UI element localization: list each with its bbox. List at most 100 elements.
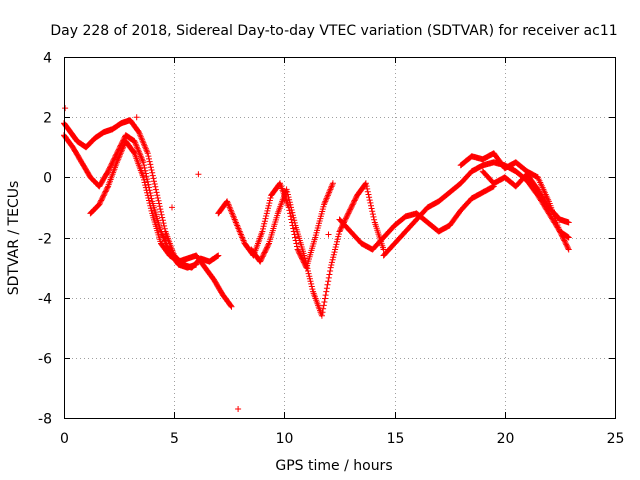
data-point [302,257,309,264]
y-tick-label: -4 [38,292,52,308]
data-point [334,236,341,243]
data-point [262,247,269,253]
data-point [227,302,234,309]
data-point [259,253,266,260]
data-point [306,273,313,280]
data-point [366,194,373,201]
data-point [344,213,351,219]
data-point [147,202,154,209]
data-point [346,207,353,214]
data-point [215,252,222,259]
data-point [158,208,164,215]
data-point [147,161,154,168]
data-point [369,208,376,215]
data-point [151,181,158,187]
data-point [560,234,566,241]
data-point [258,256,265,262]
data-point [322,292,329,299]
grid-lines [64,57,615,418]
data-point [263,213,270,219]
data-point [265,202,272,209]
data-point [323,288,330,295]
data-point [260,252,267,259]
data-point [349,202,356,209]
data-point [318,312,325,319]
data-point [100,193,106,200]
data-point [259,228,266,235]
data-point [288,204,294,211]
x-tick-label: 5 [170,431,179,447]
data-point [147,205,154,212]
data-point [291,217,298,224]
data-point [102,188,109,195]
data-point [62,105,69,112]
data-point [265,241,272,248]
data-point [264,243,271,250]
data-point [561,237,568,244]
data-point [557,229,564,236]
data-point [148,167,155,173]
data-point [286,196,293,203]
data-point [101,191,108,198]
data-point [149,169,156,176]
data-point [350,200,357,207]
data-point [347,205,354,212]
data-point [149,172,156,179]
data-point [559,233,566,240]
data-point [308,280,315,287]
data-point [371,216,378,223]
data-point [326,271,333,278]
chart-title: Day 228 of 2018, Sidereal Day-to-day VTE… [50,23,617,39]
data-point [147,164,154,171]
data-point [333,241,340,248]
data-point [348,204,355,210]
data-point [284,191,291,198]
data-point [260,223,267,230]
data-point [327,268,334,274]
data-point [150,175,157,182]
data-point [368,202,374,209]
y-tick-label: -8 [38,412,52,428]
data-point [305,268,311,274]
data-point [146,155,152,162]
data-point [565,219,572,226]
data-point [159,214,166,221]
y-tick-label: -2 [38,232,52,248]
data-point [364,185,371,192]
data-point [331,249,338,256]
data-point [561,238,568,245]
data-point [364,188,371,195]
data-point [143,187,150,194]
data-point [111,155,118,162]
data-point [307,278,314,285]
data-point [335,231,342,238]
data-point [324,281,331,288]
data-point [368,205,375,212]
data-point [140,159,147,166]
data-point [146,158,153,165]
data-point [96,201,103,208]
data-point [332,244,339,250]
data-point [144,176,151,183]
data-point [161,225,168,232]
data-point [146,200,153,207]
data-point [330,251,337,258]
data-point [228,303,235,310]
y-axis-label: SDTVAR / TECUs [6,181,22,296]
data-point [288,207,295,213]
data-point [325,231,332,238]
data-point [267,195,274,201]
data-point [327,264,334,271]
data-point [262,215,269,222]
data-point [320,302,327,309]
data-point [141,176,147,183]
data-point [105,167,112,173]
data-point [301,255,308,262]
data-point [257,258,264,265]
data-point [262,248,269,255]
data-point [319,309,326,316]
data-point [161,222,168,229]
data-point [338,224,345,231]
data-point [144,189,151,196]
data-point [146,197,152,204]
